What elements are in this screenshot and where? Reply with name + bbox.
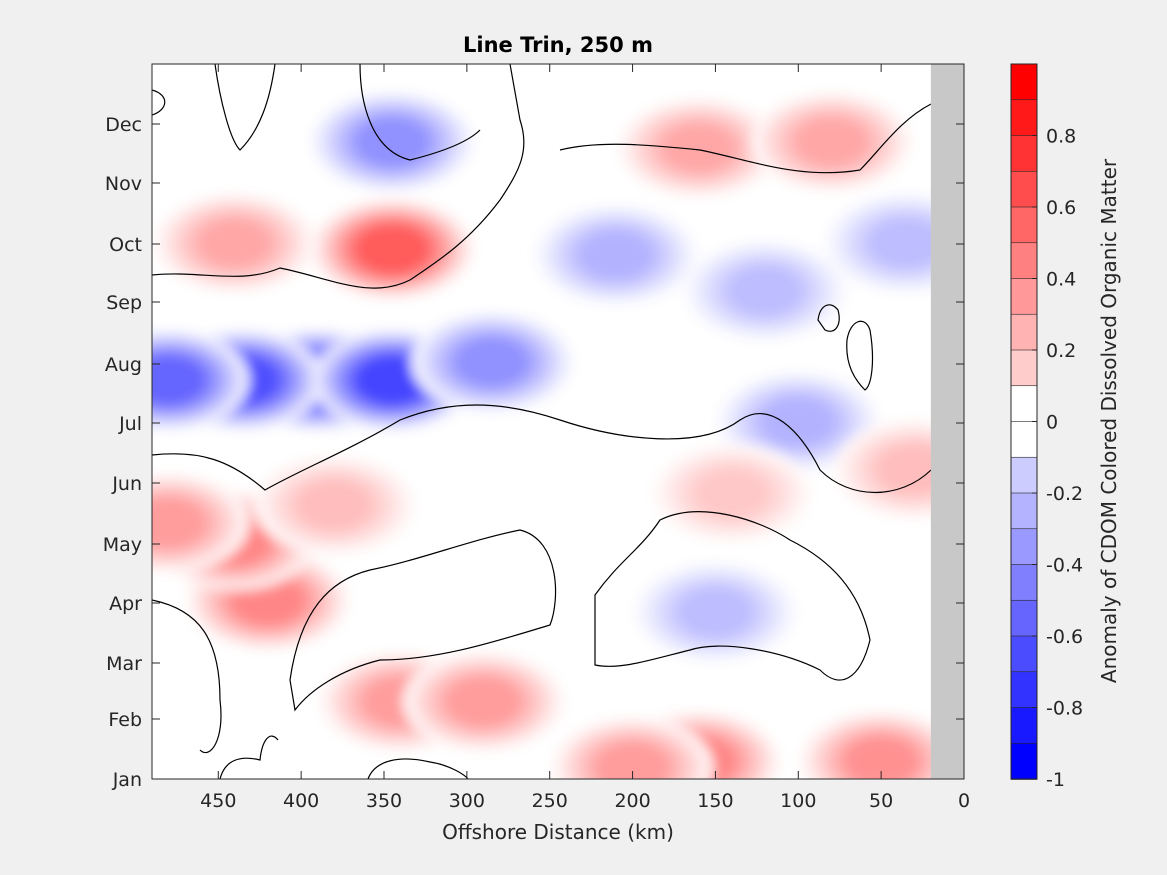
colorbar-label: Anomaly of CDOM Colored Dissolved Organi… xyxy=(1097,158,1121,683)
y-tick-label: Aug xyxy=(105,354,142,376)
x-tick-label: 350 xyxy=(366,790,402,812)
y-tick-label: Dec xyxy=(105,114,142,136)
x-tick-label: 400 xyxy=(283,790,319,812)
field-blob xyxy=(661,123,736,173)
field-blob xyxy=(197,218,272,268)
field-blob xyxy=(446,677,521,726)
colorbar-swatch xyxy=(1010,635,1038,673)
colorbar-swatch xyxy=(1010,135,1038,173)
zero-contour xyxy=(214,64,276,151)
field-blob xyxy=(678,587,753,637)
field-blob xyxy=(152,498,206,548)
x-tick-label: 100 xyxy=(780,790,816,812)
colorbar-swatch xyxy=(1010,492,1038,530)
colorbar-tick-label: -0.8 xyxy=(1046,698,1083,720)
zero-contour-lines xyxy=(152,64,932,779)
y-tick-label: Nov xyxy=(105,173,142,195)
y-tick-label: Sep xyxy=(106,292,142,314)
y-tick-label: Jan xyxy=(112,769,142,791)
zero-contour xyxy=(219,735,279,779)
colorbar-swatch xyxy=(1010,170,1038,208)
y-tick-label: Oct xyxy=(109,234,142,256)
field-blob xyxy=(695,468,769,518)
colorbar xyxy=(1010,63,1038,780)
colorbar-swatch xyxy=(1010,313,1038,351)
colorbar-swatch xyxy=(1010,671,1038,709)
x-tick-label: 200 xyxy=(614,790,650,812)
colorbar-ticks: 0.8 0.6 0.4 0.2 0 -0.2 -0.4 -0.6 -0.8 -1 xyxy=(1032,126,1083,791)
colorbar-swatch xyxy=(1010,206,1038,244)
field-blob xyxy=(728,266,803,316)
colorbar-tick-label: -0.2 xyxy=(1046,483,1083,505)
zero-contour xyxy=(152,64,525,289)
y-tick-label: Mar xyxy=(106,653,142,675)
colorbar-swatch xyxy=(1010,599,1038,637)
field-blob xyxy=(595,742,670,779)
x-tick-label: 450 xyxy=(200,790,236,812)
colorbar-tick-label: -0.6 xyxy=(1046,626,1083,648)
colorbar-tick-label: 0.2 xyxy=(1046,340,1076,362)
colorbar-tick-label: 0.4 xyxy=(1046,269,1076,291)
field-blob xyxy=(454,337,529,387)
zero-contour xyxy=(594,511,871,681)
field-blob xyxy=(761,397,836,447)
zero-contour xyxy=(152,89,166,116)
colorbar-swatch xyxy=(1010,707,1038,745)
colorbar-swatch xyxy=(1010,528,1038,566)
colorbar-tick-label: -0.4 xyxy=(1046,555,1083,577)
chart-title: Line Trin, 250 m xyxy=(463,33,653,57)
colorbar-swatch xyxy=(1010,278,1038,316)
colorbar-swatch xyxy=(1010,99,1038,137)
colorbar-swatch xyxy=(1010,456,1038,494)
plot-area xyxy=(152,64,964,779)
y-tick-label: Jul xyxy=(118,413,142,435)
zero-contour xyxy=(359,64,481,161)
anomaly-field xyxy=(152,91,964,779)
zero-contour xyxy=(559,103,932,174)
y-tick-label: Feb xyxy=(108,709,142,731)
zero-contour xyxy=(152,599,222,753)
colorbar-tick-label: 0.6 xyxy=(1046,197,1076,219)
field-blob xyxy=(794,117,869,167)
colorbar-tick-label: 0 xyxy=(1046,412,1058,434)
zero-contour xyxy=(289,529,557,712)
field-blob xyxy=(844,736,919,779)
field-blob xyxy=(152,355,206,405)
zero-contour xyxy=(817,304,840,332)
no-data-strip xyxy=(930,64,964,779)
colorbar-swatch xyxy=(1010,63,1038,101)
field-blob xyxy=(355,117,430,167)
field-blob xyxy=(869,218,943,268)
x-axis: 450 400 350 300 250 200 150 100 50 0 xyxy=(200,64,970,812)
x-tick-label: 50 xyxy=(869,790,893,812)
x-axis-label: Offshore Distance (km) xyxy=(442,820,674,844)
colorbar-swatch xyxy=(1010,421,1038,459)
zero-contour xyxy=(846,320,874,391)
colorbar-swatch xyxy=(1010,742,1038,780)
y-tick-label: Apr xyxy=(109,593,142,615)
y-tick-label: May xyxy=(103,534,142,556)
field-blob xyxy=(579,230,653,280)
colorbar-swatch xyxy=(1010,385,1038,423)
y-axis: Jan Feb Mar Apr May Jun Jul Aug Sep Oct Nov Dec xyxy=(103,114,964,791)
zero-contour xyxy=(367,758,469,779)
x-tick-label: 0 xyxy=(958,790,970,812)
colorbar-swatch xyxy=(1010,242,1038,280)
x-tick-label: 300 xyxy=(449,790,485,812)
colorbar-tick-label: -1 xyxy=(1046,769,1065,791)
plot-frame xyxy=(151,63,965,780)
colorbar-swatch xyxy=(1010,564,1038,602)
field-blob xyxy=(297,480,372,530)
x-tick-label: 150 xyxy=(697,790,733,812)
colorbar-swatch xyxy=(1010,349,1038,387)
field-blob xyxy=(355,224,430,274)
zero-contour xyxy=(152,404,932,494)
field-blob xyxy=(355,355,430,405)
colorbar-tick-label: 0.8 xyxy=(1046,126,1076,148)
y-tick-label: Jun xyxy=(111,473,142,495)
x-tick-label: 250 xyxy=(532,790,568,812)
